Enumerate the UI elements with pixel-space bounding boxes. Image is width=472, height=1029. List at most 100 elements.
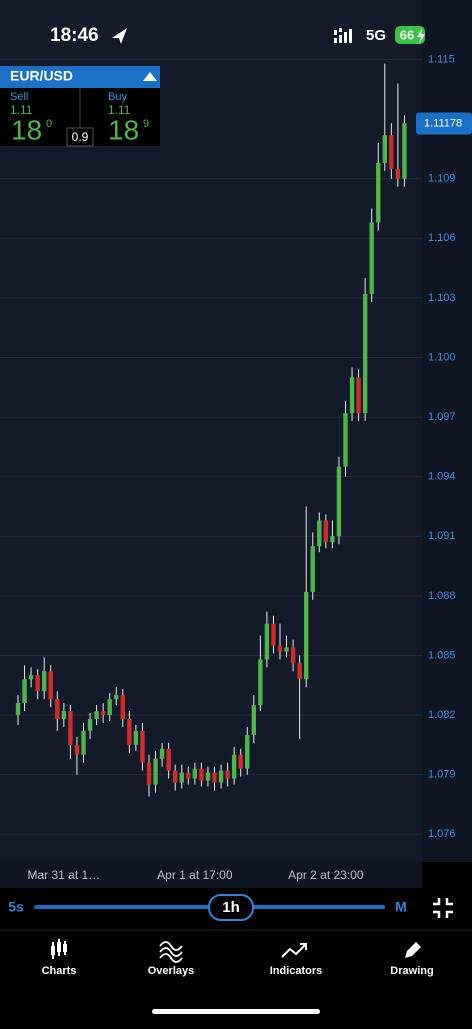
candle-body — [146, 762, 152, 785]
candle-body — [120, 695, 125, 719]
candle-body — [343, 413, 348, 467]
candle-body — [192, 768, 198, 779]
candle-body — [81, 730, 86, 755]
candle-body — [251, 705, 256, 735]
sell-label[interactable]: Sell — [10, 91, 28, 103]
candle-body — [159, 748, 165, 759]
candle-body — [212, 772, 217, 783]
candle-body — [245, 734, 250, 769]
candle-body — [28, 675, 34, 680]
last-price-tag — [416, 112, 472, 135]
buy-pips: 18 — [108, 114, 139, 145]
candle-body — [382, 135, 387, 163]
buy-fraction: 9 — [143, 118, 149, 130]
candle-body — [133, 730, 139, 745]
battery-level: 66 — [400, 27, 414, 42]
candle-body — [349, 377, 355, 414]
timeframe-thumb[interactable] — [208, 894, 254, 921]
candle-body — [284, 647, 289, 652]
candle-body — [389, 135, 394, 169]
nav-item[interactable]: Indicators — [270, 965, 323, 977]
candle-body — [310, 546, 315, 592]
candle-body — [290, 647, 296, 664]
candle-body — [74, 744, 80, 755]
y-tick-label: 1.088 — [428, 590, 456, 602]
candle-body — [114, 695, 119, 700]
candle-body — [271, 623, 276, 646]
candle-body — [48, 671, 53, 700]
charts-icon — [51, 939, 67, 959]
nav-item[interactable]: Charts — [42, 965, 77, 977]
y-tick-label: 1.091 — [428, 530, 456, 542]
candle-body — [317, 520, 322, 547]
candle-body — [323, 520, 329, 543]
candle-body — [258, 659, 263, 706]
buy-big-figure: 1.11 — [108, 103, 131, 117]
candle-body — [107, 699, 112, 716]
y-axis-area — [422, 0, 472, 862]
candle-body — [395, 168, 401, 179]
candle-body — [179, 772, 184, 783]
timeframe-min[interactable]: 5s — [8, 899, 24, 915]
y-tick-label: 1.076 — [428, 828, 456, 840]
y-tick-label: 1.094 — [428, 471, 456, 483]
candle-body — [199, 768, 204, 781]
sell-pips: 18 — [11, 114, 42, 145]
candle-body — [402, 123, 407, 179]
candle-body — [218, 770, 224, 783]
spread: 0.9 — [72, 130, 89, 144]
drawing-icon — [405, 942, 421, 958]
candle-body — [42, 671, 47, 692]
candle-body — [336, 466, 342, 537]
last-price-label: 1.11178 — [424, 117, 462, 129]
collapse-icon — [143, 72, 157, 81]
y-tick-label: 1.085 — [428, 649, 456, 661]
candle-body — [22, 679, 27, 704]
symbol: EUR/USD — [10, 68, 73, 84]
y-tick-label: 1.103 — [428, 292, 456, 304]
nav-item[interactable]: Overlays — [148, 965, 194, 977]
x-tick-label: Apr 1 at 17:00 — [157, 868, 233, 882]
candle-body — [87, 718, 93, 731]
candle-body — [166, 748, 171, 771]
candle-body — [153, 758, 158, 785]
candle-body — [127, 718, 132, 745]
candle-body — [205, 772, 211, 781]
price-ticket[interactable]: EUR/USD Sell 1.11 18 0 0.9 Buy 1.11 18 9 — [0, 66, 160, 147]
timeframe-current: 1h — [222, 899, 240, 916]
candle-body — [100, 711, 106, 716]
candle-body — [231, 754, 237, 779]
candle-body — [362, 293, 368, 414]
y-tick-label: 1.115 — [428, 53, 455, 65]
y-tick-label: 1.100 — [428, 351, 456, 363]
x-axis-area — [0, 862, 422, 888]
y-tick-label: 1.106 — [428, 232, 456, 244]
indicators-icon — [281, 943, 307, 958]
plot: 1.076 1.079 1.082 1.085 1.088 1.091 1.094 1.097… — [0, 53, 472, 882]
overlays-icon — [159, 941, 183, 963]
candle-body — [140, 730, 145, 763]
bottom-nav: Charts Overlays Indicators Drawing — [42, 965, 434, 977]
candle-body — [369, 222, 374, 294]
candle-body — [238, 754, 243, 769]
candle-body — [35, 675, 40, 692]
y-tick-label: 1.109 — [428, 173, 456, 185]
status-time: 18:46 — [50, 25, 99, 46]
candle-body — [297, 663, 302, 680]
battery — [395, 26, 425, 44]
candle-body — [330, 536, 335, 543]
charging-icon — [417, 28, 425, 44]
buy-label[interactable]: Buy — [108, 91, 127, 103]
spread-box — [66, 127, 94, 147]
nav-item[interactable]: Drawing — [390, 965, 433, 977]
location-icon — [112, 28, 127, 44]
sell-big-figure: 1.11 — [10, 103, 33, 117]
fullscreen-icon[interactable] — [433, 898, 453, 918]
y-tick-label: 1.082 — [428, 709, 456, 721]
candle-body — [225, 770, 230, 779]
home-indicator — [152, 1009, 320, 1014]
x-tick-label: Apr 2 at 23:00 — [288, 868, 364, 882]
candle-body — [186, 772, 191, 779]
timeframe-max[interactable]: M — [395, 899, 407, 915]
